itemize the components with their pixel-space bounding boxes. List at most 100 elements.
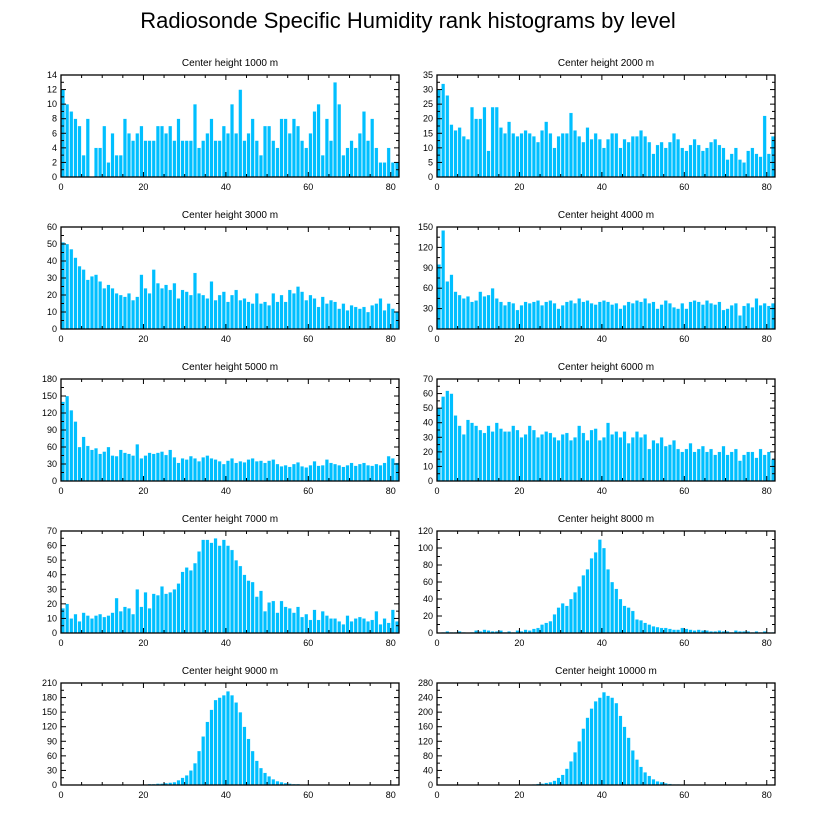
histogram-bar	[643, 298, 648, 330]
histogram-bar	[556, 777, 561, 786]
histogram-bar	[118, 610, 123, 634]
histogram-bar	[655, 308, 660, 330]
histogram-bar	[345, 464, 350, 482]
histogram-bar	[540, 130, 545, 178]
histogram-bar	[635, 300, 639, 330]
histogram-bar	[77, 265, 82, 330]
histogram-bar	[180, 289, 185, 330]
histogram-bar	[254, 140, 259, 178]
x-tick-label: 0	[58, 638, 63, 648]
histogram-bar	[106, 615, 111, 634]
histogram-bar	[754, 153, 759, 178]
histogram-bar	[721, 445, 726, 482]
histogram-bar	[564, 301, 569, 330]
histogram-bar	[131, 299, 136, 330]
histogram-bar	[337, 621, 342, 634]
histogram-bar	[81, 612, 86, 634]
histogram-bar	[209, 118, 214, 178]
histogram-bar	[188, 455, 193, 482]
histogram-bar	[238, 565, 243, 634]
histogram-bar	[250, 458, 255, 482]
histogram-bar	[680, 303, 685, 330]
histogram-bar	[151, 453, 156, 482]
histogram-bar	[90, 449, 94, 482]
histogram-bar	[324, 615, 329, 634]
histogram-bar	[271, 293, 276, 330]
histogram-bar	[139, 125, 144, 178]
x-tick-label: 80	[386, 638, 396, 648]
panel-title: Center height 3000 m	[182, 210, 278, 221]
histogram-bar	[176, 779, 181, 786]
histogram-bar	[312, 298, 317, 330]
histogram-bar	[122, 606, 127, 634]
histogram-bar	[651, 779, 656, 786]
x-tick-label: 40	[221, 638, 231, 648]
y-tick-label: 0	[52, 628, 57, 638]
histogram-bar	[655, 626, 660, 634]
histogram-bar	[482, 296, 487, 330]
histogram-bar	[147, 452, 152, 482]
histogram-bar	[353, 618, 358, 634]
histogram-bar	[700, 304, 705, 330]
histogram-bar	[618, 308, 623, 330]
histogram-bar	[390, 162, 395, 178]
histogram-bar	[606, 422, 610, 482]
histogram-bar	[486, 150, 491, 178]
histogram-bar	[478, 118, 483, 178]
histogram-bar	[729, 153, 734, 178]
histogram-bar	[577, 425, 582, 482]
histogram-bar	[614, 431, 619, 482]
histogram-bar	[180, 140, 185, 178]
histogram-bar	[589, 558, 594, 634]
histogram-bar	[651, 301, 656, 330]
histogram-bar	[160, 125, 164, 178]
histogram-bar	[651, 626, 656, 634]
histogram-bar	[630, 136, 635, 178]
histogram-bar	[762, 303, 767, 330]
histogram-bar	[263, 610, 267, 634]
histogram-bar	[230, 549, 234, 634]
histogram-bar	[390, 458, 395, 482]
histogram-bar	[263, 462, 267, 482]
y-tick-label: 8	[52, 114, 57, 124]
histogram-bar	[213, 140, 218, 178]
histogram-bar	[69, 410, 74, 482]
histogram-bar	[523, 130, 528, 178]
histogram-bar	[643, 434, 648, 482]
histogram-bar	[659, 627, 664, 634]
histogram-bar	[667, 303, 672, 330]
histogram-bar	[345, 615, 350, 634]
x-tick-label: 0	[434, 334, 439, 344]
histogram-bar	[498, 428, 503, 482]
histogram-bar	[386, 455, 391, 482]
x-tick-label: 60	[303, 790, 313, 800]
y-tick-label: 120	[418, 526, 433, 536]
histogram-bar	[176, 583, 181, 634]
histogram-bar	[614, 588, 619, 634]
histogram-bar	[564, 432, 569, 482]
histogram-bar	[457, 294, 462, 330]
histogram-bar	[581, 301, 586, 330]
histogram-bar	[742, 162, 746, 178]
y-tick-label: 120	[42, 722, 57, 732]
histogram-bar	[552, 147, 557, 178]
histogram-bar	[733, 303, 738, 330]
histogram-bar	[606, 695, 610, 786]
histogram-bar	[573, 592, 577, 634]
histogram-bar	[754, 298, 759, 330]
histogram-bar	[602, 300, 606, 330]
x-tick-label: 80	[386, 486, 396, 496]
histogram-bar	[205, 298, 210, 330]
histogram-bar	[73, 613, 78, 634]
histogram-bar	[168, 449, 173, 482]
y-tick-label: 5	[428, 157, 433, 167]
histogram-bar	[457, 127, 462, 178]
y-tick-label: 30	[47, 584, 57, 594]
x-tick-label: 20	[138, 638, 148, 648]
histogram-bar	[552, 303, 557, 330]
histogram-bar	[597, 440, 602, 482]
histogram-bar	[283, 606, 288, 634]
histogram-bar	[370, 305, 375, 330]
histogram-bar	[77, 125, 82, 178]
histogram-bar	[494, 298, 499, 330]
